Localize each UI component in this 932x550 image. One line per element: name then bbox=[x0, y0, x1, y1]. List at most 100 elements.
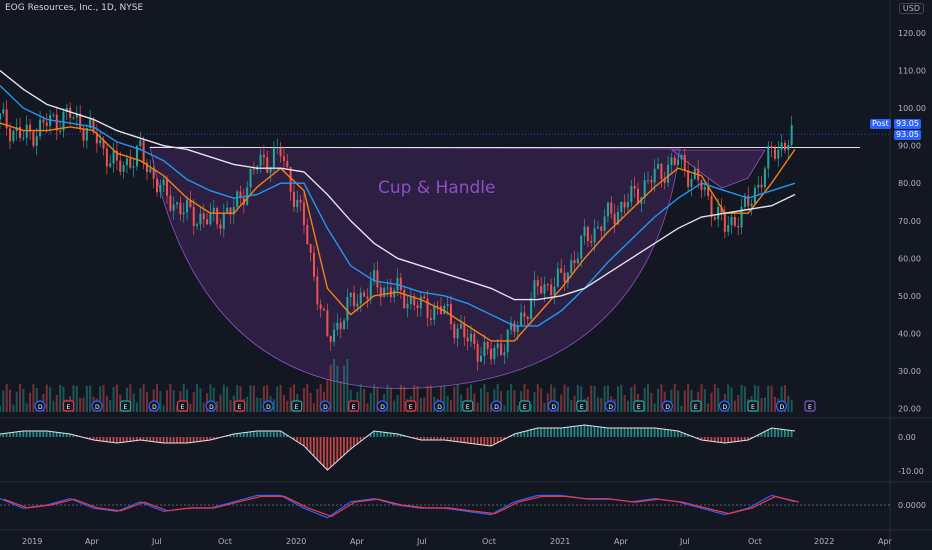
volume-bar bbox=[623, 395, 626, 412]
candle bbox=[45, 122, 48, 126]
y-tick-label: 30.00 bbox=[898, 367, 921, 376]
dividend-marker[interactable] bbox=[376, 400, 388, 412]
macd-histogram-bar bbox=[296, 437, 299, 442]
event-marker-label: E bbox=[637, 404, 641, 411]
volume-bar bbox=[82, 397, 85, 412]
volume-bar bbox=[513, 390, 516, 412]
macd-histogram-bar bbox=[586, 425, 589, 437]
macd-histogram-bar bbox=[149, 437, 152, 442]
macd-histogram-bar bbox=[239, 433, 242, 437]
candle bbox=[553, 286, 556, 296]
volume-bar bbox=[276, 386, 279, 412]
earnings-marker[interactable] bbox=[576, 400, 588, 412]
earnings-marker[interactable] bbox=[519, 400, 531, 412]
candle bbox=[115, 150, 118, 161]
dividend-marker[interactable] bbox=[34, 400, 46, 412]
earnings-marker[interactable] bbox=[633, 400, 645, 412]
y-tick-label: 70.00 bbox=[898, 217, 921, 226]
candle bbox=[182, 212, 185, 215]
volume-bar bbox=[790, 399, 793, 412]
earnings-marker[interactable] bbox=[62, 400, 75, 412]
candle bbox=[496, 343, 499, 348]
dividend-marker[interactable] bbox=[661, 400, 674, 412]
macd-histogram-bar bbox=[129, 437, 132, 442]
macd-histogram-bar bbox=[99, 437, 102, 441]
dividend-marker[interactable] bbox=[775, 400, 788, 412]
macd-histogram-bar bbox=[0, 434, 1, 437]
currency-button[interactable]: USD bbox=[898, 3, 924, 14]
dividend-marker[interactable] bbox=[433, 400, 445, 412]
volume-bar bbox=[85, 385, 88, 412]
macd-histogram-bar bbox=[182, 437, 185, 443]
volume-bar bbox=[109, 399, 112, 412]
candle bbox=[650, 180, 653, 183]
volume-bar bbox=[530, 403, 533, 412]
earnings-marker[interactable] bbox=[234, 400, 246, 412]
dividend-marker[interactable] bbox=[148, 400, 160, 412]
volume-bar bbox=[703, 388, 706, 412]
volume-bar bbox=[19, 384, 22, 412]
macd-histogram-bar bbox=[439, 437, 442, 440]
macd-histogram-bar bbox=[339, 437, 342, 458]
dividend-marker[interactable] bbox=[91, 400, 103, 412]
dividend-marker[interactable] bbox=[490, 400, 502, 412]
macd-histogram-bar bbox=[570, 426, 572, 437]
earnings-marker[interactable] bbox=[747, 400, 759, 412]
dividend-marker[interactable] bbox=[319, 400, 331, 412]
macd-histogram-bar bbox=[22, 431, 25, 437]
candle bbox=[723, 213, 726, 232]
candle bbox=[172, 204, 175, 211]
macd-histogram-bar bbox=[613, 428, 616, 437]
volume-bar bbox=[9, 389, 12, 412]
candle bbox=[770, 146, 773, 149]
dividend-marker[interactable] bbox=[205, 400, 217, 412]
macd-histogram-bar bbox=[269, 431, 272, 437]
macd-histogram-bar bbox=[62, 433, 65, 437]
volume-bar bbox=[486, 392, 489, 412]
earnings-marker[interactable] bbox=[119, 400, 132, 412]
earnings-marker[interactable] bbox=[405, 400, 417, 412]
earnings-marker[interactable] bbox=[690, 400, 702, 412]
macd-histogram-bar bbox=[687, 434, 689, 437]
dividend-marker[interactable] bbox=[547, 400, 559, 412]
macd-histogram-bar bbox=[697, 437, 699, 439]
macd-histogram-bar bbox=[356, 437, 359, 444]
volume-bar bbox=[386, 384, 389, 412]
candle bbox=[443, 306, 446, 315]
volume-bar bbox=[226, 386, 229, 412]
earnings-marker[interactable] bbox=[176, 400, 189, 412]
candle bbox=[159, 185, 162, 193]
volume-bar bbox=[540, 388, 543, 412]
candle bbox=[473, 333, 476, 345]
macd-histogram-bar bbox=[600, 427, 603, 437]
volume-bar bbox=[2, 390, 5, 412]
macd-histogram-bar bbox=[42, 431, 45, 437]
candle bbox=[296, 199, 299, 208]
earnings-marker[interactable] bbox=[291, 400, 303, 412]
dividend-marker[interactable] bbox=[262, 400, 274, 412]
macd-histogram-bar bbox=[763, 431, 766, 437]
candle bbox=[439, 306, 442, 315]
candle bbox=[55, 114, 58, 131]
candle bbox=[99, 139, 102, 144]
dividend-marker[interactable] bbox=[604, 400, 616, 412]
volume-bar bbox=[536, 384, 539, 412]
candle bbox=[593, 228, 596, 243]
candle bbox=[212, 207, 215, 213]
earnings-marker[interactable] bbox=[348, 400, 360, 412]
macd-histogram-bar bbox=[580, 425, 583, 437]
dividend-marker[interactable] bbox=[718, 400, 731, 412]
macd-histogram-bar bbox=[757, 434, 760, 437]
volume-bar bbox=[326, 379, 329, 412]
macd-histogram-bar bbox=[212, 437, 215, 440]
macd-histogram-bar bbox=[276, 431, 279, 437]
macd-histogram-bar bbox=[256, 431, 259, 437]
macd-histogram-bar bbox=[429, 437, 432, 440]
candle bbox=[526, 316, 529, 320]
volume-bar bbox=[249, 385, 252, 412]
earnings-marker[interactable] bbox=[462, 400, 474, 412]
earnings-marker[interactable] bbox=[804, 400, 816, 412]
volume-bar bbox=[426, 385, 429, 412]
macd-histogram-bar bbox=[573, 426, 576, 437]
